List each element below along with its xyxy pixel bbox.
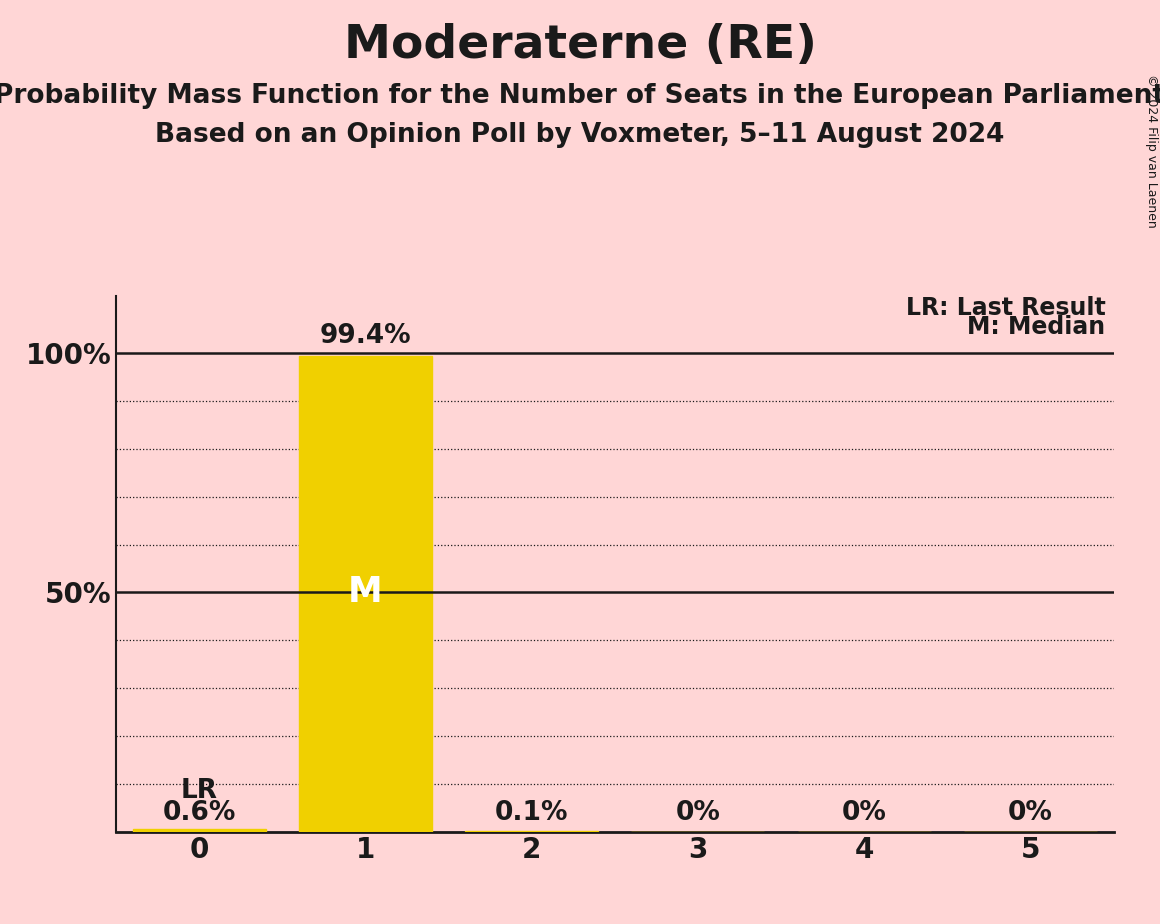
Text: © 2024 Filip van Laenen: © 2024 Filip van Laenen <box>1145 74 1159 227</box>
Text: 0.1%: 0.1% <box>495 800 568 826</box>
Text: 0.6%: 0.6% <box>162 800 235 826</box>
Text: LR: Last Result: LR: Last Result <box>906 296 1105 320</box>
Text: 99.4%: 99.4% <box>320 322 411 348</box>
Bar <box>132 829 266 832</box>
Text: Moderaterne (RE): Moderaterne (RE) <box>343 23 817 68</box>
Text: M: M <box>348 576 383 609</box>
Text: 0%: 0% <box>842 800 886 826</box>
Text: M: Median: M: Median <box>967 315 1105 339</box>
Text: 0%: 0% <box>675 800 720 826</box>
Text: LR: LR <box>181 778 218 804</box>
Text: Based on an Opinion Poll by Voxmeter, 5–11 August 2024: Based on an Opinion Poll by Voxmeter, 5–… <box>155 122 1005 148</box>
Text: Probability Mass Function for the Number of Seats in the European Parliament: Probability Mass Function for the Number… <box>0 83 1160 109</box>
Text: 0%: 0% <box>1008 800 1053 826</box>
Bar <box>299 356 432 832</box>
